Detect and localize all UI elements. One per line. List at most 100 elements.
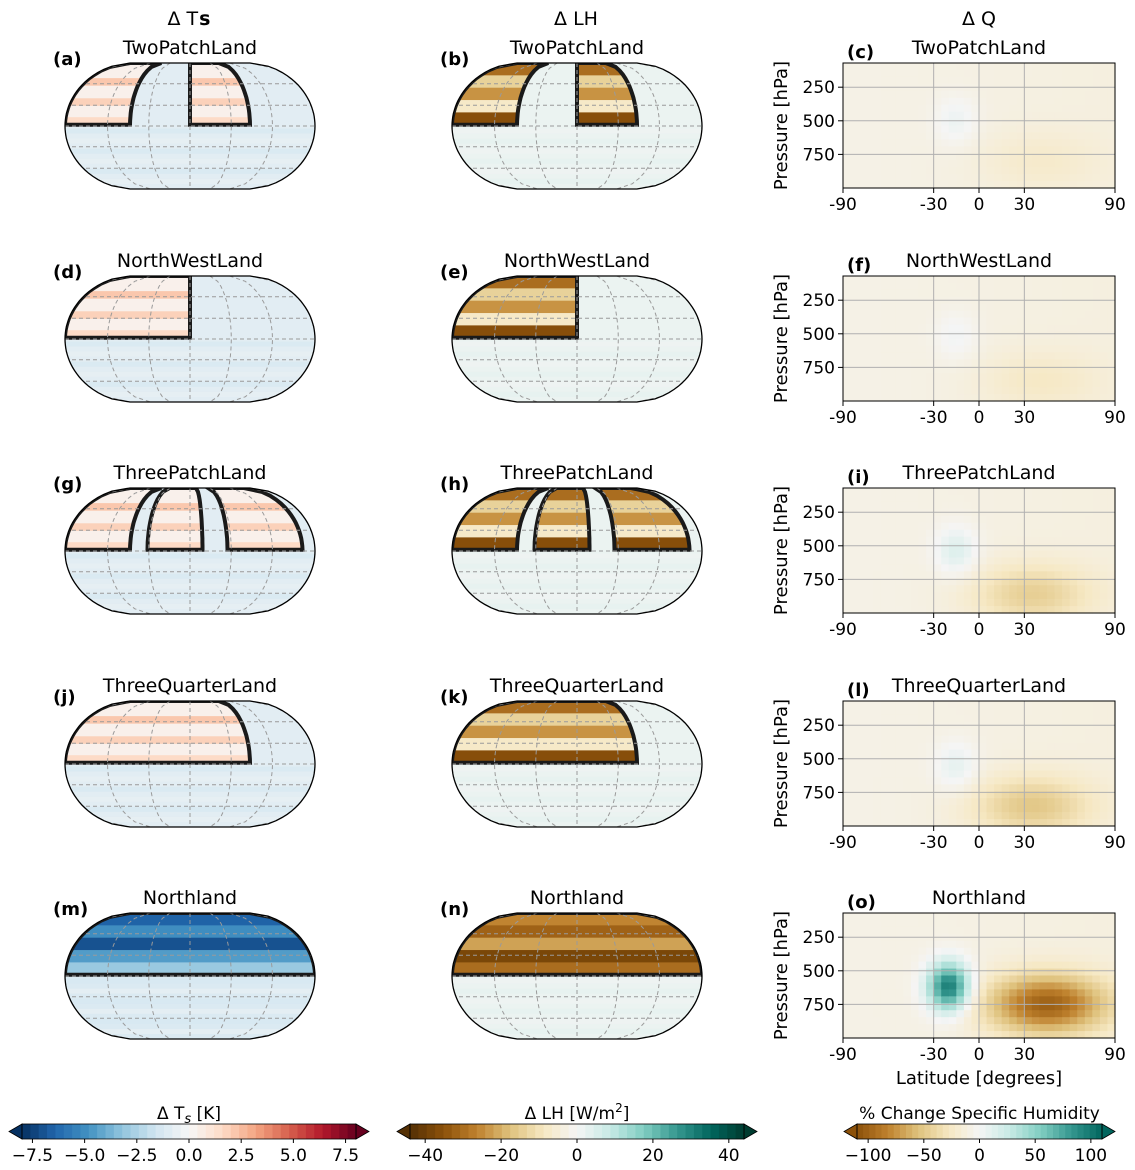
heat-cell — [1024, 961, 1033, 970]
heat-cell — [1009, 317, 1018, 326]
heat-cell — [903, 749, 912, 758]
heat-cell — [1077, 366, 1086, 374]
heat-cell — [1054, 181, 1063, 189]
heat-cell — [1054, 69, 1063, 78]
heat-cell — [948, 557, 957, 565]
heat-cell — [1031, 1010, 1041, 1018]
heat-cell — [963, 557, 973, 565]
heat-cell — [1001, 69, 1010, 78]
heat-cell — [956, 543, 965, 552]
heat-cell — [1009, 380, 1018, 388]
heat-cell — [1107, 97, 1116, 106]
heat-cell — [1069, 954, 1078, 963]
heat-cell — [888, 394, 897, 402]
heat-cell — [941, 1031, 950, 1039]
heat-cell — [850, 926, 859, 935]
heat-cell — [1031, 324, 1041, 333]
heat-cell — [873, 387, 882, 395]
heat-cell — [1062, 585, 1071, 593]
heat-cell — [1001, 742, 1010, 751]
heat-cell — [911, 1017, 920, 1025]
heat-cell — [1047, 317, 1056, 326]
heat-cell — [1001, 366, 1010, 374]
heat-cell — [926, 338, 935, 347]
heat-cell — [941, 1024, 950, 1032]
heat-cell — [1099, 181, 1109, 189]
heat-cell — [880, 174, 889, 182]
heat-cell — [1092, 819, 1101, 827]
heat-cell — [1107, 989, 1116, 997]
heat-cell — [1039, 919, 1048, 928]
heat-cell — [948, 97, 957, 106]
heat-cell — [941, 798, 950, 806]
heat-cell — [1024, 599, 1033, 607]
meridian — [106, 913, 151, 1039]
heat-cell — [926, 982, 935, 990]
heat-cell — [963, 791, 973, 799]
heat-cell — [941, 735, 950, 744]
heat-cell — [941, 989, 950, 997]
heat-cell — [1054, 975, 1063, 984]
x-tick-label: -30 — [920, 833, 948, 853]
heat-cell — [858, 735, 867, 744]
heat-cell — [1016, 940, 1025, 949]
heat-cell — [963, 324, 973, 333]
heat-cell — [873, 947, 882, 956]
heat-cell — [994, 543, 1003, 552]
heat-cell — [903, 146, 912, 154]
heat-cell — [948, 805, 957, 813]
land-fill — [65, 701, 250, 763]
heat-cell — [1016, 742, 1025, 751]
heat-cell — [941, 139, 950, 147]
heat-cell — [850, 571, 859, 579]
colorbar-tick: 5.0 — [280, 1146, 307, 1166]
heat-cell — [1039, 805, 1048, 813]
heat-cell — [895, 303, 905, 312]
heat-cell — [1024, 919, 1033, 928]
heat-cell — [948, 947, 957, 956]
heat-cell — [903, 940, 912, 949]
heat-cell — [1024, 606, 1033, 614]
heat-cell — [1062, 289, 1071, 298]
ocean-band — [65, 786, 315, 792]
heat-cell — [865, 819, 874, 827]
heat-cell — [903, 536, 912, 545]
heat-cell — [1054, 324, 1063, 333]
heat-cell — [895, 1017, 905, 1025]
heat-cell — [1077, 592, 1086, 600]
heat-cell — [903, 763, 912, 772]
heat-cell — [1016, 310, 1025, 319]
heat-cell — [1039, 366, 1048, 374]
colorbar-segment — [735, 1124, 745, 1139]
heat-cell — [843, 812, 852, 820]
heat-cell — [1009, 749, 1018, 758]
heat-cell — [1099, 571, 1109, 579]
heat-cell — [1084, 317, 1093, 326]
heat-cell — [1001, 515, 1010, 524]
heat-cell — [979, 961, 988, 970]
heat-cell — [1062, 380, 1071, 388]
heat-cell — [948, 592, 957, 600]
heat-cell — [880, 592, 889, 600]
heat-cell — [1077, 571, 1086, 579]
heat-cell — [1107, 557, 1116, 565]
heat-cell — [895, 940, 905, 949]
heat-cell — [948, 770, 957, 778]
heat-cell — [1077, 181, 1086, 189]
heat-cell — [986, 167, 995, 175]
heat-cell — [1009, 387, 1018, 395]
heat-cell — [941, 111, 950, 120]
heat-cell — [933, 770, 942, 778]
colorbar-segment — [97, 1124, 106, 1139]
heat-cell — [918, 303, 927, 312]
heat-cell — [948, 366, 957, 374]
heat-cell — [1099, 303, 1109, 312]
heat-cell — [1001, 791, 1010, 799]
heat-cell — [1062, 926, 1071, 935]
heat-cell — [941, 345, 950, 353]
heat-cell — [873, 63, 882, 71]
heat-cell — [1054, 174, 1063, 182]
heat-cell — [948, 606, 957, 614]
heat-cell — [873, 819, 882, 827]
heat-cell — [1039, 338, 1048, 347]
